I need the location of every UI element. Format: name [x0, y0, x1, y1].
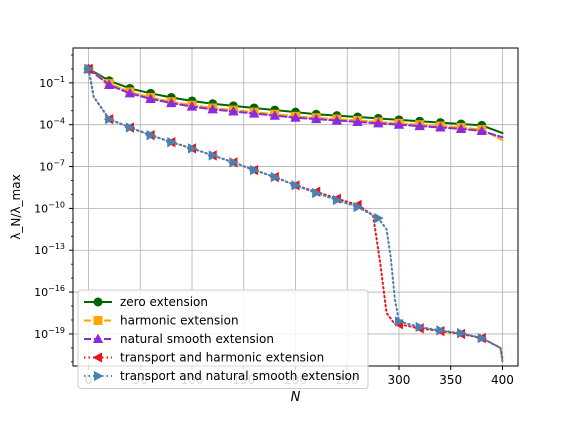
y-tick-label: 10−16: [34, 284, 65, 299]
legend-label: zero extension: [120, 295, 208, 309]
legend-label: transport and natural smooth extension: [120, 369, 360, 383]
series-layer: [83, 63, 504, 363]
data-point: [331, 115, 343, 125]
data-point: [146, 129, 157, 141]
data-point: [332, 194, 343, 206]
data-point: [105, 113, 115, 125]
y-tick-label: 10−13: [34, 242, 65, 257]
data-point: [290, 112, 301, 122]
legend-label: harmonic extension: [120, 314, 239, 328]
data-point: [186, 101, 198, 111]
y-axis-label: λ_N/λ_max: [9, 174, 23, 239]
data-point: [477, 332, 488, 344]
legend-box: [77, 289, 369, 389]
data-point: [92, 352, 103, 363]
data-point: [166, 97, 177, 108]
data-point: [311, 113, 322, 124]
data-point: [228, 106, 239, 116]
data-point: [208, 150, 219, 161]
y-tick-label: 10−10: [34, 200, 65, 215]
data-point: [269, 110, 280, 120]
data-point: [373, 117, 384, 128]
data-point: [207, 103, 218, 114]
y-axis: 10−19 10−16 10−13 10−10 10−7 10−4 10−1: [34, 54, 73, 363]
data-point: [436, 325, 446, 336]
data-point: [93, 297, 103, 307]
legend-entry: transport and harmonic extension: [84, 351, 324, 365]
y-tick-label: 10−19: [34, 326, 65, 341]
legend-label: transport and harmonic extension: [120, 351, 324, 365]
data-point: [187, 143, 198, 154]
data-point: [414, 120, 425, 131]
data-point: [352, 116, 363, 126]
data-point: [312, 187, 322, 199]
data-point: [374, 212, 384, 224]
data-point: [93, 316, 103, 325]
legend-entry: harmonic extension: [84, 314, 239, 328]
x-axis-label: N: [291, 390, 301, 405]
data-point: [145, 93, 156, 103]
data-point: [435, 122, 446, 132]
y-tick-label: 10−4: [39, 117, 65, 132]
series-2: [83, 63, 504, 139]
data-point: [270, 171, 281, 183]
data-point: [92, 333, 104, 344]
data-point: [250, 164, 260, 176]
data-point: [455, 123, 467, 133]
data-point: [248, 108, 260, 118]
data-point: [104, 79, 115, 90]
data-point: [457, 328, 467, 339]
data-point: [394, 316, 405, 327]
x-tick-label: 350: [439, 373, 462, 387]
legend-entry: natural smooth extension: [84, 332, 274, 346]
data-point: [229, 157, 239, 168]
data-point: [125, 122, 136, 133]
data-point: [415, 321, 426, 333]
y-tick-label: 10−1: [39, 75, 65, 90]
legend: zero extension harmonic extension natural …: [77, 289, 369, 389]
data-point: [353, 201, 363, 213]
data-point: [93, 370, 104, 382]
data-point: [167, 136, 177, 148]
series-4: [84, 63, 504, 363]
legend-entry: transport and natural smooth extension: [84, 369, 360, 383]
data-point: [124, 87, 136, 98]
legend-entry: zero extension: [84, 295, 208, 309]
x-tick-label: 300: [388, 373, 411, 387]
data-point: [476, 125, 487, 136]
data-point: [84, 63, 94, 75]
x-tick-label: 400: [491, 373, 514, 387]
y-tick-label: 10−7: [39, 159, 65, 174]
data-point: [393, 119, 405, 129]
data-point: [291, 180, 301, 191]
legend-label: natural smooth extension: [120, 332, 274, 346]
